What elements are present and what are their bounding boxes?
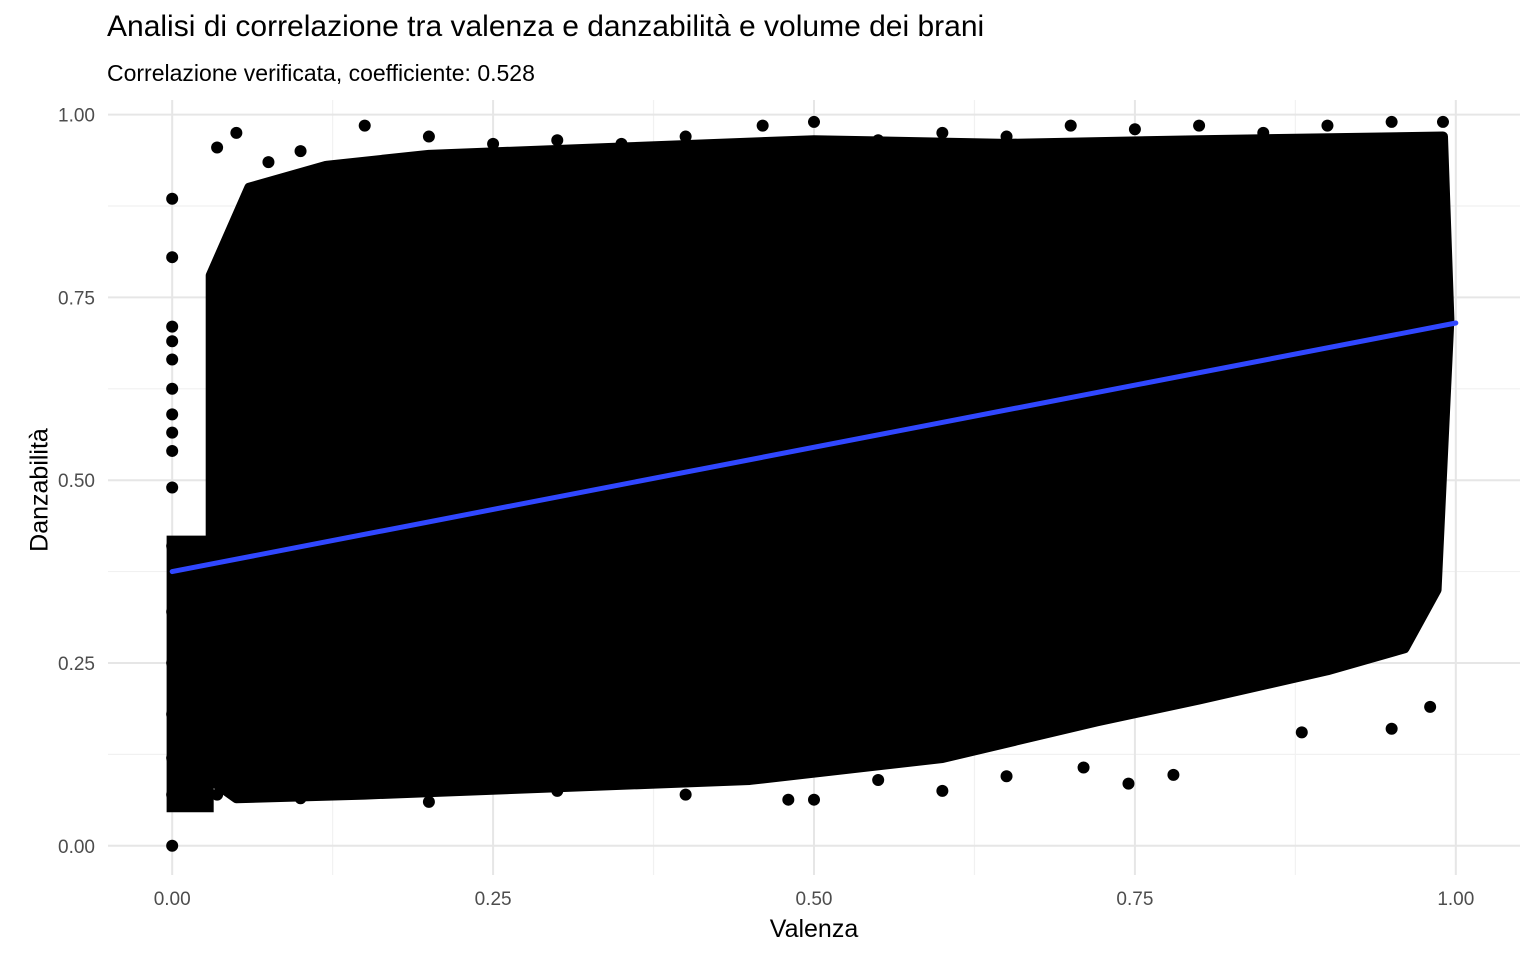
chart-subtitle: Correlazione verificata, coefficiente: 0… xyxy=(107,60,535,86)
x-axis-ticks: 0.00 0.25 0.50 0.75 1.00 xyxy=(154,889,1475,910)
y-axis-label: Danzabilità xyxy=(25,428,54,552)
data-point xyxy=(166,335,179,348)
data-point xyxy=(872,773,885,786)
data-point xyxy=(422,130,435,143)
point-cloud xyxy=(166,131,1455,813)
data-point xyxy=(808,115,820,128)
data-point xyxy=(615,137,628,150)
data-point xyxy=(230,126,243,139)
point-cloud-left-edge xyxy=(166,535,214,813)
data-point xyxy=(262,156,275,169)
data-point xyxy=(1122,777,1135,790)
regression-line-segment xyxy=(169,320,1459,575)
chart-title: Analisi di correlazione tra valenza e da… xyxy=(107,10,985,43)
x-tick-label: 0.50 xyxy=(796,889,833,910)
data-point xyxy=(166,752,179,765)
y-tick-label: 0.25 xyxy=(58,654,95,675)
y-tick-label: 1.00 xyxy=(58,106,95,127)
data-point xyxy=(1077,761,1090,774)
data-point xyxy=(936,126,949,139)
data-point xyxy=(551,784,564,797)
data-point xyxy=(166,192,179,205)
data-point xyxy=(166,444,179,457)
data-point xyxy=(166,251,179,264)
point-cloud-body xyxy=(205,131,1455,804)
regression-line xyxy=(169,320,1459,575)
data-point xyxy=(1321,119,1334,132)
data-point xyxy=(872,134,885,147)
data-point xyxy=(166,481,179,494)
data-point xyxy=(1385,722,1398,735)
data-point xyxy=(936,784,949,797)
scatter-points xyxy=(166,115,1449,852)
data-point xyxy=(166,426,179,439)
data-point xyxy=(1257,126,1270,139)
data-point xyxy=(211,788,224,801)
y-axis-ticks: 0.00 0.25 0.50 0.75 1.00 xyxy=(58,106,95,858)
data-point xyxy=(166,353,179,366)
data-point xyxy=(756,119,769,132)
data-point xyxy=(1000,770,1013,783)
data-point xyxy=(1295,726,1308,739)
x-tick-label: 1.00 xyxy=(1437,889,1474,910)
data-point xyxy=(166,539,179,552)
x-tick-label: 0.00 xyxy=(154,889,191,910)
data-point xyxy=(487,137,500,150)
data-point xyxy=(551,134,564,147)
x-axis-label: Valenza xyxy=(769,915,859,943)
y-tick-label: 0.75 xyxy=(58,288,95,309)
data-point xyxy=(211,141,224,154)
data-point xyxy=(294,792,307,805)
data-point xyxy=(1385,115,1398,128)
data-point xyxy=(166,708,179,721)
data-point xyxy=(294,145,307,158)
data-point xyxy=(782,793,795,806)
data-point xyxy=(1193,119,1206,132)
data-point xyxy=(166,839,179,852)
data-point xyxy=(808,793,820,806)
data-point xyxy=(166,382,179,395)
y-tick-label: 0.00 xyxy=(58,837,95,858)
data-point xyxy=(1064,119,1077,132)
data-point xyxy=(1436,115,1449,128)
y-tick-label: 0.50 xyxy=(58,471,95,492)
data-point xyxy=(166,605,179,618)
data-point xyxy=(1424,700,1437,713)
data-point xyxy=(358,119,371,132)
data-point xyxy=(166,408,179,421)
data-point xyxy=(422,795,435,808)
data-point xyxy=(166,788,179,801)
data-point xyxy=(679,130,692,143)
data-point xyxy=(1000,130,1013,143)
data-point xyxy=(679,788,692,801)
data-point xyxy=(166,320,179,333)
data-point xyxy=(166,656,179,669)
data-point xyxy=(1128,123,1141,136)
data-point xyxy=(1167,768,1180,781)
x-tick-label: 0.75 xyxy=(1116,889,1153,910)
x-tick-label: 0.25 xyxy=(475,889,512,910)
